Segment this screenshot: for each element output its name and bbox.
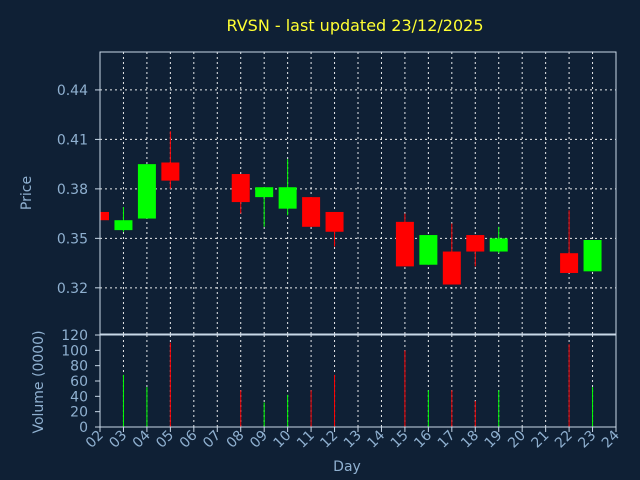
- x-tick-label: 04: [130, 427, 154, 451]
- x-tick-label: 17: [435, 428, 459, 452]
- candle-body: [100, 211, 109, 221]
- price-plot-frame: [99, 51, 617, 335]
- volume-tick-label: 40: [70, 389, 88, 405]
- x-tick-label: 12: [317, 428, 341, 452]
- volume-tick-label: 20: [70, 405, 88, 421]
- price-grid: [100, 52, 616, 334]
- x-tick-label: 07: [200, 428, 224, 452]
- x-tick-label: 18: [458, 428, 482, 452]
- x-ticks: 02 03 04 05 06 07 08 09 10 11 12 13 14 15 16 17 18 19 20 21…: [83, 427, 623, 451]
- volume-plot-frame: [99, 334, 617, 428]
- candle-body: [583, 240, 602, 272]
- volume-axis-label: Volume (0000): [31, 330, 47, 433]
- price-y-ticks: 0.32 0.35 0.38 0.41 0.44: [57, 83, 100, 297]
- candle-body: [325, 211, 344, 232]
- price-tick-label: 0.38: [57, 182, 88, 198]
- x-tick-label: 21: [529, 428, 553, 452]
- volume-tick-label: 80: [70, 359, 88, 375]
- x-tick-label: 06: [177, 427, 201, 451]
- price-axis-label: Price: [19, 176, 35, 210]
- candle-body: [442, 251, 461, 285]
- candles-group: [99, 131, 602, 285]
- volume-tick-label: 0: [79, 420, 88, 436]
- volume-grid: [122, 335, 594, 427]
- x-tick-label: 19: [482, 428, 506, 452]
- x-tick-label: 16: [411, 427, 435, 451]
- x-tick-label: 11: [294, 428, 318, 452]
- candle-body: [419, 235, 438, 265]
- volume-tick-label: 60: [70, 374, 88, 390]
- price-tick-label: 0.35: [57, 231, 88, 247]
- candle-body: [466, 235, 485, 252]
- candle-body: [302, 197, 321, 227]
- volume-bars-group: [122, 342, 594, 427]
- volume-tick-label: 120: [61, 328, 88, 344]
- candle-body: [231, 174, 250, 203]
- price-tick-label: 0.41: [57, 132, 88, 148]
- candle-body: [395, 221, 414, 267]
- candle-body: [489, 238, 508, 252]
- x-tick-label: 15: [388, 428, 412, 452]
- x-tick-label: 20: [505, 428, 529, 452]
- candle-body: [114, 220, 133, 231]
- candle-body: [278, 187, 297, 209]
- price-tick-label: 0.32: [57, 281, 88, 297]
- candle-body: [255, 187, 274, 198]
- x-tick-label: 10: [271, 428, 295, 452]
- x-tick-label: 23: [575, 428, 599, 452]
- candle-body: [137, 164, 156, 219]
- chart-title: RVSN - last updated 23/12/2025: [226, 16, 483, 35]
- x-axis-label: Day: [333, 459, 361, 475]
- candle-body: [560, 253, 579, 273]
- x-tick-label: 13: [341, 428, 365, 452]
- price-tick-label: 0.44: [57, 83, 88, 99]
- x-tick-label: 08: [224, 428, 248, 452]
- x-tick-label: 09: [247, 428, 271, 452]
- candle-body: [161, 162, 180, 181]
- x-tick-label: 22: [552, 428, 576, 452]
- x-tick-label: 24: [599, 427, 623, 451]
- x-tick-label: 14: [364, 427, 388, 451]
- x-tick-label: 05: [153, 428, 177, 452]
- x-tick-label: 03: [106, 428, 130, 452]
- volume-tick-label: 100: [61, 343, 88, 359]
